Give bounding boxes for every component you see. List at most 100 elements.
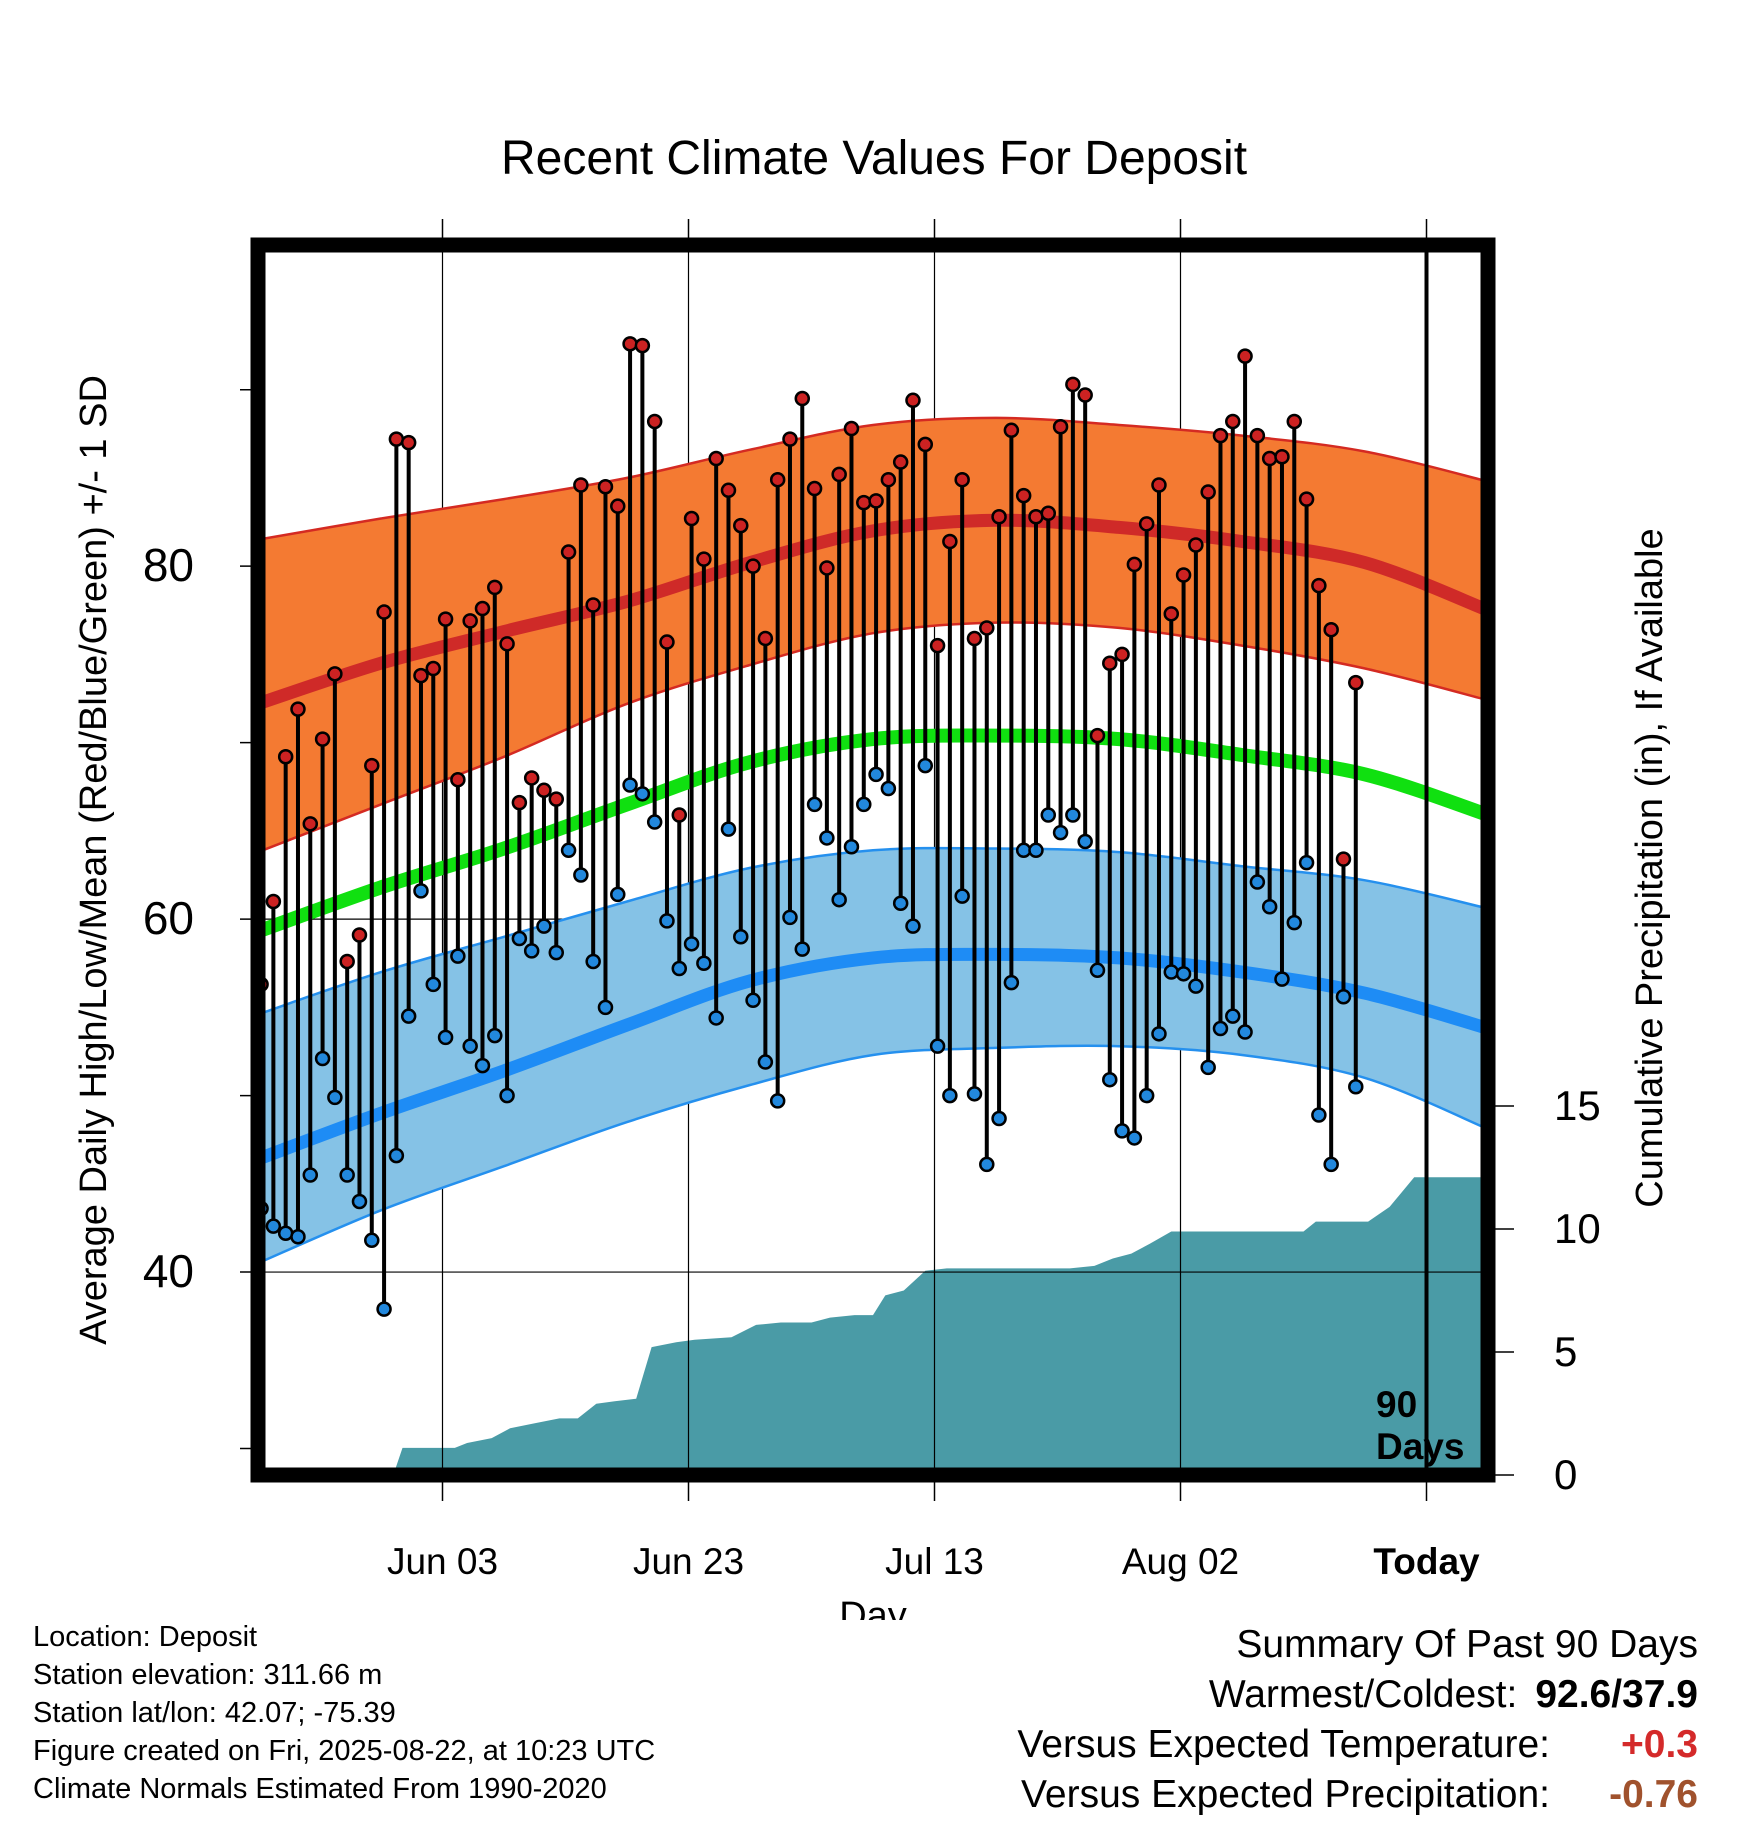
daily-high-point [1348,674,1364,691]
x-tick-label: Jun 03 [387,1541,498,1582]
y2-tick-label: 5 [1554,1328,1577,1375]
location-text: Location: Deposit [33,1621,258,1653]
daily-high-point [806,480,823,497]
daily-low-point [1311,1107,1327,1123]
y2-tick-label: 0 [1554,1451,1577,1498]
daily-low-point [929,1038,946,1054]
latlon-text: Station lat/lon: 42.07; -75.39 [33,1697,396,1729]
daily-low-point [954,888,970,904]
daily-low-point [1163,964,1180,980]
daily-high-point [511,794,528,811]
summary-panel: Summary Of Past 90 Days Warmest/Coldest:… [1017,1620,1698,1820]
daily-high-point [1200,484,1216,500]
daily-high-point [1323,621,1339,638]
daily-low-point [1028,842,1044,859]
summary-temp-row: Versus Expected Temperature: +0.3 [1017,1720,1698,1770]
daily-high-point [487,579,503,596]
daily-high-point [1102,655,1118,671]
daily-high-point [720,482,737,499]
daily-high-point [745,558,761,574]
daily-low-point [413,883,429,899]
daily-low-point [1151,1026,1167,1042]
daily-high-point [1286,413,1303,430]
daily-low-point [1298,854,1315,871]
daily-high-point [364,757,380,774]
daily-high-point [585,597,601,613]
daily-low-point [1102,1071,1118,1088]
daily-high-point [327,666,343,682]
daily-high-point [1225,413,1241,430]
daily-high-point [1298,491,1315,507]
daily-high-point [1237,348,1253,364]
daily-high-point [1089,727,1106,744]
daily-high-point [856,494,872,511]
today-marker-label-days: Days [1376,1426,1464,1467]
daily-low-point [745,992,761,1009]
daily-low-point [942,1087,958,1104]
daily-low-point [769,1093,786,1109]
daily-high-point [450,771,466,788]
daily-low-point [1323,1156,1339,1173]
daily-low-point [302,1167,319,1183]
daily-low-point [487,1027,503,1044]
daily-high-point [437,611,454,627]
daily-high-point [942,533,958,550]
daily-low-point [733,929,749,945]
daily-low-point [966,1086,983,1102]
daily-high-point [400,434,417,451]
daily-high-point [1274,449,1290,465]
daily-high-point [536,782,552,799]
daily-high-point [548,791,565,807]
daily-high-point [1114,646,1130,663]
daily-low-point [646,814,663,830]
daily-high-point [1015,487,1032,504]
daily-high-point [843,420,860,437]
daily-low-point [290,1229,306,1245]
daily-low-point [560,842,577,859]
x-tick-label: Jul 13 [885,1541,984,1582]
daily-high-point [1151,477,1167,493]
daily-low-point [597,999,614,1016]
daily-high-point [979,620,995,636]
daily-low-point [1003,974,1020,991]
daily-high-point [892,454,909,470]
chart-title: Recent Climate Values For Deposit [501,132,1247,185]
daily-low-point [376,1301,392,1317]
x-tick-label: Aug 02 [1122,1541,1239,1582]
daily-high-point [290,701,306,717]
daily-high-point [917,436,934,453]
daily-high-point [302,816,319,832]
daily-high-point [413,667,429,684]
warm-cold-label: Warmest/Coldest: [1208,1673,1518,1716]
daily-low-point [351,1193,368,1210]
daily-low-point [868,766,884,783]
daily-low-point [708,1010,724,1026]
daily-low-point [683,936,700,952]
daily-low-point [1114,1123,1130,1139]
daily-high-point [425,660,442,677]
daily-low-point [339,1167,355,1183]
daily-high-point [991,509,1007,525]
daily-low-point [1052,824,1069,841]
daily-high-point [868,493,884,509]
daily-high-point [819,560,835,576]
daily-high-point [954,471,970,488]
daily-low-point [1274,971,1290,987]
climate-chart: Recent Climate Values For Deposit Jun 03… [73,132,1671,1620]
y-tick-label: 60 [143,892,194,944]
daily-low-point [364,1232,380,1249]
y-tick-label: 80 [143,539,194,591]
daily-high-point [1028,509,1044,525]
temp-anomaly-value: +0.3 [1621,1723,1698,1766]
daily-high-point [560,544,577,560]
daily-high-point [388,431,405,447]
daily-low-point [1077,833,1093,850]
daily-high-point [1126,556,1143,573]
daily-high-point [265,893,282,910]
daily-low-point [1261,899,1278,915]
daily-high-point [1335,851,1352,867]
daily-high-point [794,390,811,407]
daily-high-point [1077,387,1093,403]
daily-low-point [1237,1024,1253,1040]
daily-low-point [1175,966,1192,982]
